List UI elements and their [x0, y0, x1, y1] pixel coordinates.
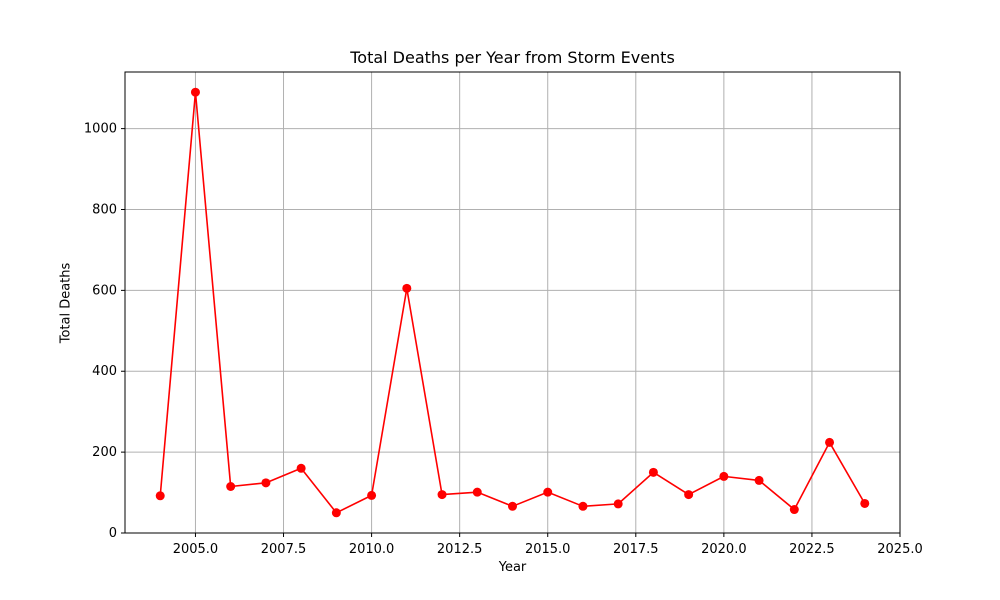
data-point: [402, 283, 412, 293]
data-point: [331, 508, 341, 518]
x-tick-label: 2020.0: [701, 542, 747, 557]
y-tick-label: 400: [92, 364, 117, 379]
y-axis-label: Total Deaths: [58, 262, 74, 344]
series-line: [159, 91, 866, 514]
data-point: [367, 490, 377, 500]
data-point: [543, 487, 553, 497]
data-point: [261, 478, 271, 488]
data-point: [296, 463, 306, 473]
x-tick-label: 2007.5: [261, 542, 307, 557]
data-point: [437, 490, 447, 500]
y-tick-label: 200: [92, 445, 117, 460]
x-tick-label: 2017.5: [613, 542, 659, 557]
data-point: [578, 501, 588, 511]
data-point: [226, 481, 236, 491]
x-tick-label: 2022.5: [789, 542, 835, 557]
y-tick-label: 600: [92, 283, 117, 298]
series: [155, 87, 870, 518]
y-tick-label: 1000: [84, 122, 117, 137]
data-point: [860, 498, 870, 508]
y-tick-label: 800: [92, 202, 117, 217]
grid-lines: [125, 72, 901, 534]
x-tick-label: 2025.0: [877, 542, 923, 557]
x-axis-label: Year: [498, 560, 527, 575]
data-point: [648, 467, 658, 477]
data-point: [613, 499, 623, 509]
data-point: [472, 487, 482, 497]
data-point: [155, 491, 165, 501]
x-tick-label: 2012.5: [437, 542, 483, 557]
data-point: [825, 437, 835, 447]
data-point: [789, 505, 799, 515]
x-tick-label: 2005.0: [173, 542, 219, 557]
data-point: [684, 490, 694, 500]
chart-title: Total Deaths per Year from Storm Events: [350, 48, 675, 67]
data-point: [754, 475, 764, 485]
data-point: [719, 471, 729, 481]
data-point: [508, 501, 517, 511]
x-tick-label: 2010.0: [349, 542, 395, 557]
x-tick-label: 2015.0: [525, 542, 571, 557]
plot-frame: [124, 71, 901, 534]
y-axis: 0 200 400 600 800 1000: [84, 122, 125, 541]
x-axis: 2005.0 2007.5 2010.0 2012.5 2015.0 2017.5 2020…: [173, 533, 923, 557]
y-tick-label: 0: [109, 526, 117, 541]
data-point: [190, 87, 200, 97]
